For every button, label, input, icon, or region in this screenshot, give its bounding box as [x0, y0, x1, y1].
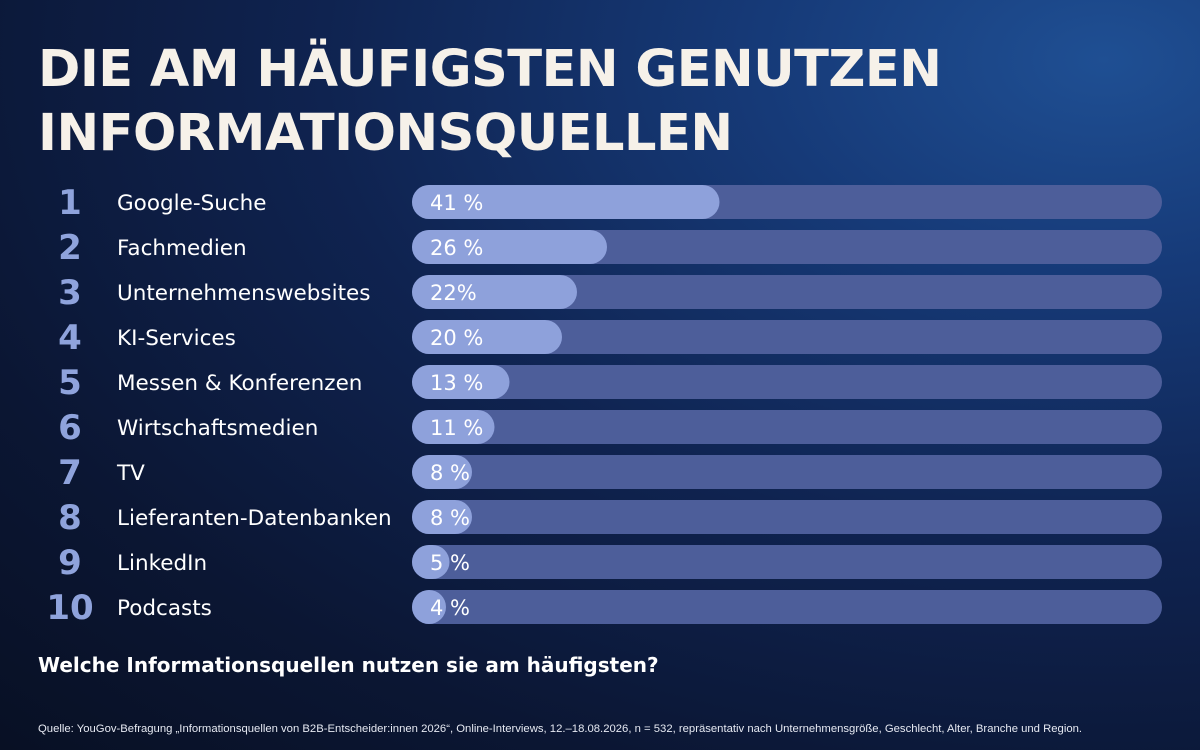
value-label: 26 % — [430, 236, 483, 260]
bar-fill — [412, 365, 510, 399]
bar-fill — [412, 410, 495, 444]
bar-track — [412, 500, 1162, 534]
category-label: Lieferanten-Datenbanken — [117, 506, 392, 531]
bar-fill — [412, 455, 472, 489]
rank-number: 6 — [58, 408, 82, 448]
bar-track — [412, 455, 1162, 489]
value-label: 13 % — [430, 371, 483, 395]
category-label: Messen & Konferenzen — [117, 371, 362, 396]
bar-track — [412, 275, 1162, 309]
rank-number: 9 — [58, 543, 82, 583]
source-note: Quelle: YouGov-Befragung „Informationsqu… — [38, 723, 1083, 735]
category-label: KI-Services — [117, 326, 236, 351]
value-label: 20 % — [430, 326, 483, 350]
rank-number: 5 — [58, 363, 82, 403]
category-label: Podcasts — [117, 596, 212, 621]
bar-fill — [412, 230, 607, 264]
category-label: Google-Suche — [117, 191, 267, 216]
bar-fill — [412, 590, 446, 624]
bar-fill — [412, 275, 577, 309]
value-label: 4 % — [430, 596, 470, 620]
chart-title-line-2: INFORMATIONSQUELLEN — [38, 104, 733, 163]
value-label: 11 % — [430, 416, 483, 440]
rank-number: 2 — [58, 228, 82, 268]
rank-number: 10 — [46, 588, 93, 628]
rank-number: 8 — [58, 498, 82, 538]
value-label: 8 % — [430, 506, 470, 530]
category-label: Unternehmenswebsites — [117, 281, 370, 306]
bar-track — [412, 320, 1162, 354]
value-label: 5 % — [430, 551, 470, 575]
value-label: 22% — [430, 281, 477, 305]
chart-title: DIE AM HÄUFIGSTEN GENUTZEN INFORMATIONSQ… — [38, 38, 1168, 166]
bar-fill — [412, 545, 450, 579]
bar-track — [412, 545, 1162, 579]
category-label: Wirtschaftsmedien — [117, 416, 318, 441]
bar-track — [412, 410, 1162, 444]
bar-fill — [412, 500, 472, 534]
category-label: Fachmedien — [117, 236, 247, 261]
value-label: 41 % — [430, 191, 483, 215]
bar-fill — [412, 320, 562, 354]
rank-number: 1 — [58, 183, 82, 223]
category-label: TV — [116, 461, 145, 486]
bar-track — [412, 365, 1162, 399]
rank-number: 7 — [58, 453, 82, 493]
survey-question: Welche Informationsquellen nutzen sie am… — [38, 653, 659, 677]
bar-fill — [412, 185, 720, 219]
rank-number: 3 — [58, 273, 82, 313]
category-label: LinkedIn — [117, 551, 207, 576]
chart-title-line-1: DIE AM HÄUFIGSTEN GENUTZEN — [38, 40, 942, 99]
value-label: 8 % — [430, 461, 470, 485]
rank-number: 4 — [58, 318, 82, 358]
bar-track — [412, 590, 1162, 624]
